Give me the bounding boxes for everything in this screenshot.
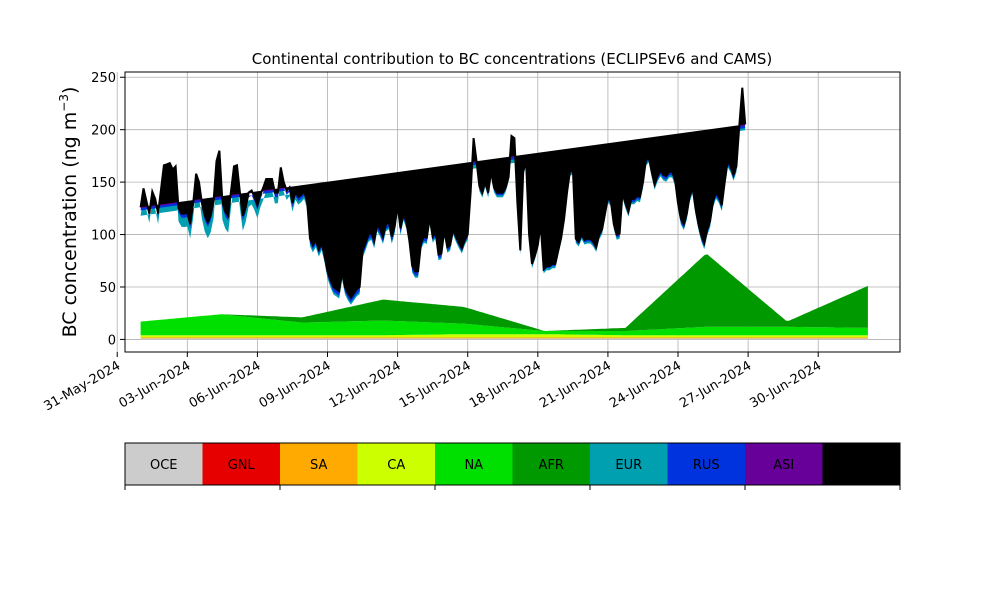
legend-label-eur: EUR bbox=[615, 458, 642, 473]
area-series-na bbox=[140, 314, 868, 336]
x-tick-label: 09-Jun-2024 bbox=[257, 358, 334, 411]
area-series-ca bbox=[140, 334, 868, 338]
legend-swatch-oce bbox=[125, 443, 203, 485]
y-tick-label: 50 bbox=[99, 281, 116, 296]
legend-label-ca: CA bbox=[387, 458, 405, 473]
legend-label-asi: ASI bbox=[773, 458, 794, 473]
legend-swatch-afr bbox=[512, 443, 590, 485]
area-series-sa bbox=[140, 337, 868, 339]
area-series-aus bbox=[140, 87, 746, 298]
legend-swatch-rus bbox=[667, 443, 745, 485]
y-tick-label: 0 bbox=[108, 333, 116, 348]
plot-area: 0 50 100 150 200 250 31-May-202403-Jun-202406-… bbox=[42, 71, 901, 414]
legend-swatch-aus bbox=[822, 443, 900, 485]
y-tick-label: 200 bbox=[91, 124, 116, 139]
chart-title: Continental contribution to BC concentra… bbox=[252, 50, 773, 68]
legend-swatch-gnl bbox=[202, 443, 280, 485]
y-axis-label: BC concentration (ng m−3) bbox=[57, 87, 81, 338]
legend: OCE GNL SA CA NA AFR EUR RUS ASI AUS bbox=[124, 442, 901, 490]
x-tick-label: 30-Jun-2024 bbox=[747, 358, 824, 411]
x-tick-label: 18-Jun-2024 bbox=[467, 358, 544, 411]
x-tick-label: 06-Jun-2024 bbox=[187, 358, 264, 411]
total-line bbox=[139, 87, 747, 300]
legend-label-rus: RUS bbox=[693, 458, 720, 473]
area-series-afr bbox=[140, 254, 868, 331]
legend-swatch-asi bbox=[745, 443, 823, 485]
legend-label-na: NA bbox=[464, 458, 483, 473]
legend-frame bbox=[124, 442, 901, 486]
x-tick-label: 21-Jun-2024 bbox=[537, 358, 614, 411]
legend-swatch-na bbox=[435, 443, 513, 485]
legend-label-aus: AUS bbox=[848, 458, 875, 473]
legend-label-gnl: GNL bbox=[228, 458, 256, 473]
y-tick-label: 250 bbox=[91, 71, 116, 86]
x-tick-label: 12-Jun-2024 bbox=[327, 358, 404, 411]
axes-frame bbox=[124, 71, 901, 353]
area-series-oce bbox=[140, 338, 868, 340]
x-tick-label: 31-May-2024 bbox=[42, 358, 124, 414]
legend-label-sa: SA bbox=[310, 458, 327, 473]
y-tick-label: 150 bbox=[91, 176, 116, 191]
legend-label-afr: AFR bbox=[539, 458, 564, 473]
legend-swatch-eur bbox=[590, 443, 668, 485]
legend-swatch-sa bbox=[280, 443, 358, 485]
y-tick-label: 100 bbox=[91, 229, 116, 244]
legend-swatch-ca bbox=[357, 443, 435, 485]
x-tick-label: 24-Jun-2024 bbox=[607, 358, 684, 411]
legend-label-oce: OCE bbox=[150, 458, 178, 473]
x-tick-label: 03-Jun-2024 bbox=[116, 358, 193, 411]
x-tick-label: 27-Jun-2024 bbox=[677, 358, 754, 411]
x-tick-label: 15-Jun-2024 bbox=[397, 358, 474, 411]
